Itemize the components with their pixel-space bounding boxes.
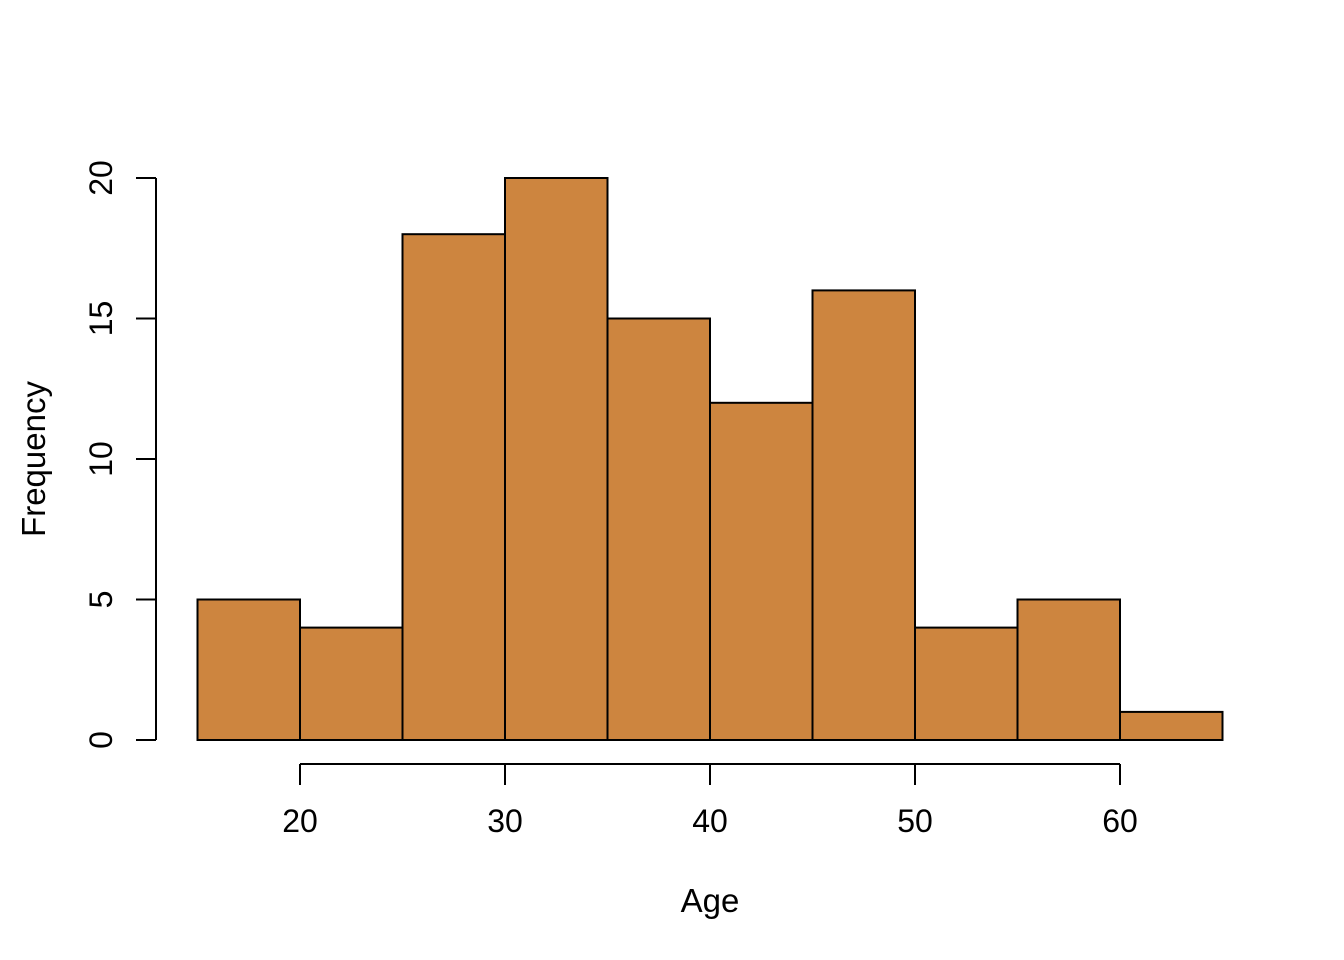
x-tick-label: 60 [1102, 803, 1138, 839]
histogram-bar [811, 289, 916, 741]
y-tick-label: 20 [83, 160, 119, 196]
y-axis-title: Frequency [15, 381, 52, 537]
histogram-bar [914, 626, 1019, 741]
histogram-bar [709, 401, 814, 741]
y-tick-label: 5 [83, 591, 119, 609]
x-tick-label: 50 [897, 803, 933, 839]
histogram-bar [196, 598, 301, 741]
x-axis-title: Age [681, 882, 740, 919]
histogram-bar [401, 233, 506, 741]
y-axis: 0 5 10 15 20 [83, 160, 157, 749]
x-tick-label: 20 [282, 803, 318, 839]
histogram-bar [1016, 598, 1121, 741]
histogram-bars [196, 177, 1224, 742]
histogram-bar [1119, 710, 1224, 742]
y-tick-label: 15 [83, 301, 119, 337]
x-tick-label: 40 [692, 803, 728, 839]
y-tick-label: 0 [83, 731, 119, 749]
histogram-bar [606, 317, 711, 741]
histogram-bar [504, 177, 609, 741]
x-axis: 20 30 40 50 60 [282, 763, 1138, 839]
y-tick-label: 10 [83, 441, 119, 477]
histogram-bar [299, 626, 404, 741]
x-tick-label: 30 [487, 803, 523, 839]
